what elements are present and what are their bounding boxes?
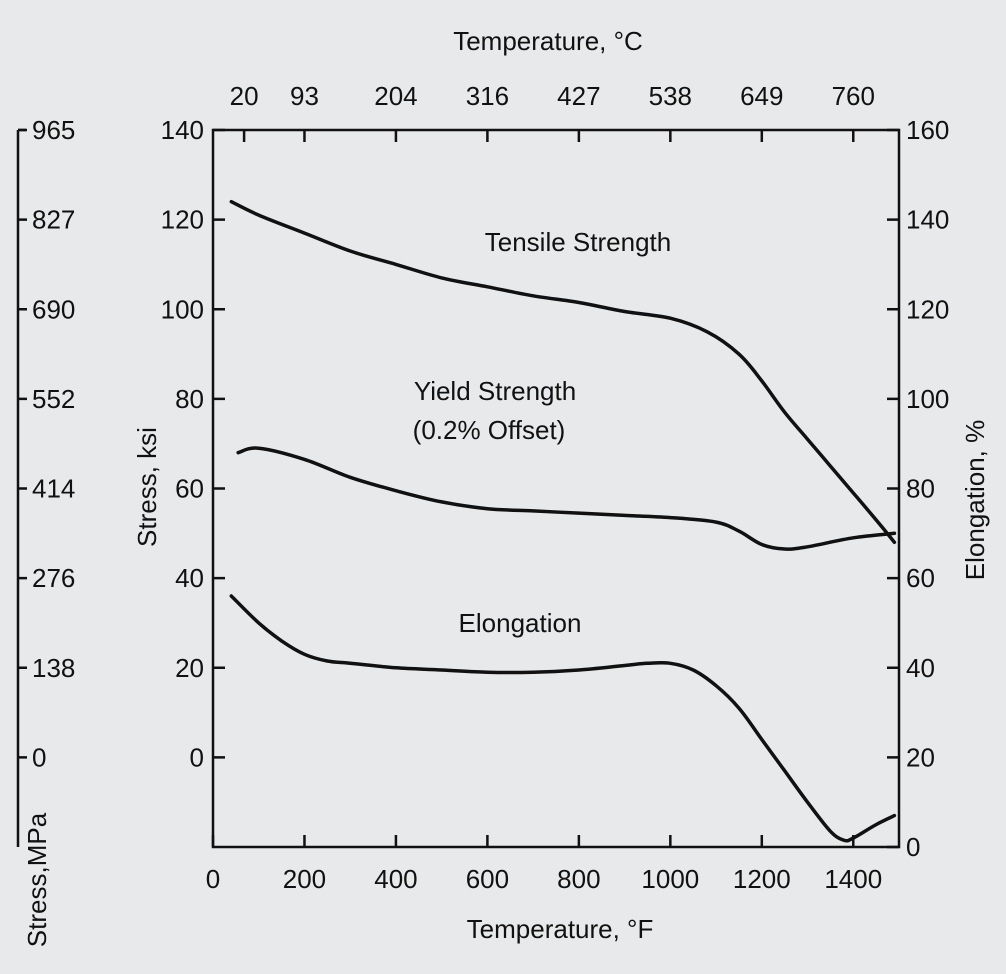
mpa-tick-label: 827 <box>32 205 75 235</box>
y-right-tick-label: 120 <box>906 294 949 324</box>
y-right-tick-label: 80 <box>906 474 935 504</box>
x-tick-label: 600 <box>466 864 509 894</box>
mpa-tick-label: 414 <box>32 474 75 504</box>
top-tick-label: 93 <box>290 81 319 111</box>
series-yield-strength <box>236 446 897 551</box>
right-axis-title: Elongation, % <box>960 420 990 580</box>
top-axis-title: Temperature, °C <box>453 26 643 56</box>
x-tick-label: 0 <box>206 864 220 894</box>
mpa-tick-label: 690 <box>32 294 75 324</box>
y-tick-label: 120 <box>161 205 204 235</box>
series-elongation <box>229 594 897 843</box>
y-right-tick-label: 40 <box>906 653 935 683</box>
left-axis-title: Stress, ksi <box>132 427 162 547</box>
series-tensile-strength <box>229 199 897 545</box>
top-tick-label: 20 <box>230 81 259 111</box>
y-right-tick-label: 100 <box>906 384 949 414</box>
y-tick-label: 60 <box>175 474 204 504</box>
mpa-tick-label: 965 <box>32 115 75 145</box>
mpa-tick-label: 552 <box>32 384 75 414</box>
mpa-tick-label: 0 <box>32 742 46 772</box>
top-tick-label: 538 <box>649 81 692 111</box>
x-tick-label: 200 <box>283 864 326 894</box>
curves-layer <box>229 199 897 843</box>
x-tick-label: 800 <box>557 864 600 894</box>
mpa-tick-label: 276 <box>32 563 75 593</box>
annotation-elongation: Elongation <box>459 608 582 638</box>
mpa-axis-title: Stress,MPa <box>22 812 52 947</box>
y-tick-label: 80 <box>175 384 204 414</box>
top-tick-label: 427 <box>557 81 600 111</box>
y-tick-label: 20 <box>175 653 204 683</box>
annotation-yield-strength: Yield Strength <box>414 376 576 406</box>
mpa-tick-label: 138 <box>32 653 75 683</box>
top-tick-label: 316 <box>466 81 509 111</box>
top-tick-label: 204 <box>374 81 417 111</box>
y-tick-label: 40 <box>175 563 204 593</box>
y-right-tick-label: 140 <box>906 205 949 235</box>
y-tick-label: 140 <box>161 115 204 145</box>
top-tick-label: 649 <box>740 81 783 111</box>
x-tick-label: 400 <box>374 864 417 894</box>
bottom-axis-title: Temperature, °F <box>467 914 654 944</box>
y-tick-label: 0 <box>190 742 204 772</box>
y-right-tick-label: 20 <box>906 742 935 772</box>
top-tick-label: 760 <box>832 81 875 111</box>
y-right-tick-label: 160 <box>906 115 949 145</box>
y-tick-label: 100 <box>161 294 204 324</box>
y-right-tick-label: 0 <box>906 832 920 862</box>
annotation-yield-offset: (0.2% Offset) <box>413 415 566 445</box>
x-tick-label: 1200 <box>733 864 791 894</box>
x-tick-label: 1000 <box>641 864 699 894</box>
annotation-tensile-strength: Tensile Strength <box>485 227 671 257</box>
y-right-tick-label: 60 <box>906 563 935 593</box>
x-tick-label: 1400 <box>824 864 882 894</box>
